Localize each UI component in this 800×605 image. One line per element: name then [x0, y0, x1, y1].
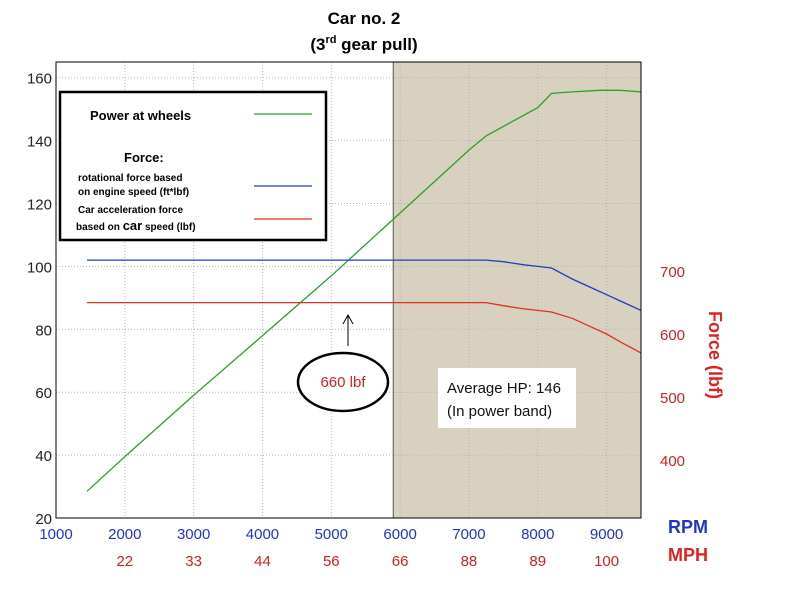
x-tick-label-rpm: 7000 — [452, 526, 485, 543]
x-tick-label-mph: 100 — [594, 553, 619, 570]
right-tick-label: 600 — [660, 327, 685, 344]
legend-acc-line2-post: speed (lbf) — [142, 222, 195, 233]
right-tick-label: 500 — [660, 390, 685, 407]
right-tick-label: 700 — [660, 264, 685, 281]
callout-660: 660 lbf — [296, 313, 390, 413]
x-tick-label-mph: 33 — [185, 553, 202, 570]
chart-title-line2: (3rd gear pull) — [310, 34, 417, 54]
power-band-layer — [392, 62, 641, 518]
y-tick-label: 80 — [35, 322, 52, 339]
x-axis-label-rpm: RPM — [668, 517, 708, 537]
legend: Power at wheels Force: rotational force … — [58, 90, 328, 242]
series-line-1 — [86, 89, 642, 492]
callout-text: 660 lbf — [320, 374, 366, 391]
x-tick-label-mph: 88 — [461, 553, 478, 570]
power-band-shade — [393, 62, 641, 518]
x-tick-label-mph: 66 — [392, 553, 409, 570]
x-tick-label-rpm: 3000 — [177, 526, 210, 543]
callout-arrow-head — [342, 313, 354, 325]
avg-hp-box: Average HP: 146 (In power band) — [438, 368, 576, 428]
series-line-2 — [87, 259, 642, 311]
x-tick-label-rpm: 4000 — [246, 526, 279, 543]
right-axis-label: Force (lbf) — [705, 311, 725, 399]
x-tick-label-rpm: 6000 — [383, 526, 416, 543]
plot-frame — [55, 61, 642, 519]
legend-acc-line2: based on car speed (lbf) — [76, 218, 196, 233]
legend-acc-line2-big: car — [123, 218, 143, 233]
y-tick-label: 60 — [35, 385, 52, 402]
legend-acc-line1: Car acceleration force — [78, 205, 183, 216]
x-tick-label-rpm: 5000 — [315, 526, 348, 543]
tick-label-layer: 20 40 60 80 100 120 140 160 1000 2000 3000 4000 5000… — [27, 71, 685, 570]
x-tick-label-rpm: 1000 — [39, 526, 72, 543]
x-tick-label-rpm: 9000 — [590, 526, 623, 543]
avg-hp-line1: Average HP: 146 — [447, 380, 561, 397]
title-line2-post: gear pull) — [336, 35, 417, 54]
series-line-3 — [87, 301, 642, 354]
y-tick-label: 20 — [35, 511, 52, 528]
avg-hp-line2: (In power band) — [447, 403, 552, 420]
y-tick-label: 120 — [27, 197, 52, 214]
chart-title-line1: Car no. 2 — [328, 9, 401, 28]
legend-rot-line1: rotational force based — [78, 173, 182, 184]
legend-rot-line2: on engine speed (ft*lbf) — [78, 187, 189, 198]
y-tick-label: 140 — [27, 134, 52, 151]
y-tick-label: 160 — [27, 71, 52, 88]
title-line2-pre: (3 — [310, 35, 325, 54]
y-tick-label: 100 — [27, 259, 52, 276]
y-tick-label: 40 — [35, 448, 52, 465]
legend-acc-line2-pre: based on — [76, 222, 123, 233]
right-tick-label: 400 — [660, 453, 685, 470]
callout-ellipse — [296, 351, 390, 413]
avg-hp-background — [438, 368, 576, 428]
series-layer — [86, 89, 642, 492]
legend-box — [58, 90, 328, 242]
x-tick-label-rpm: 2000 — [108, 526, 141, 543]
x-tick-label-rpm: 8000 — [521, 526, 554, 543]
legend-power-label: Power at wheels — [90, 108, 191, 123]
x-tick-label-mph: 56 — [323, 553, 340, 570]
x-tick-label-mph: 44 — [254, 553, 271, 570]
x-axis-label-mph: MPH — [668, 545, 708, 565]
title-line2-sup: rd — [325, 34, 336, 46]
x-tick-label-mph: 22 — [116, 553, 133, 570]
legend-force-heading: Force: — [124, 150, 164, 165]
x-tick-label-mph: 89 — [529, 553, 546, 570]
